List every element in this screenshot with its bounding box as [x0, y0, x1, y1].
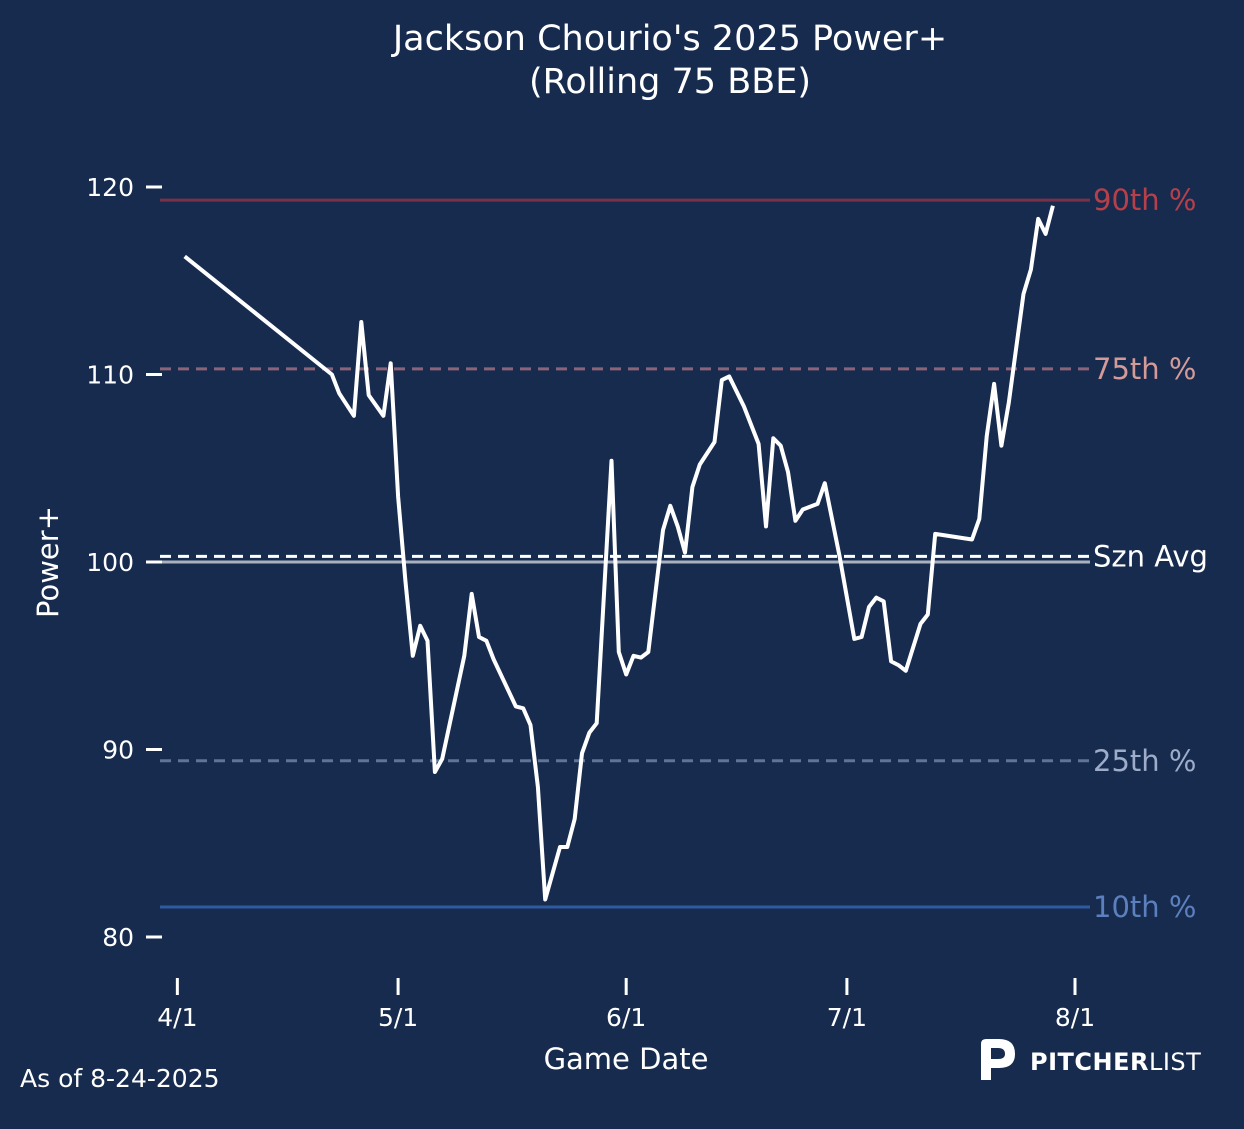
ref-label-75th: 75th % [1093, 352, 1196, 386]
y-axis: 80 90 100 110 120 [86, 173, 162, 952]
reference-lines: 90th % 75th % Szn Avg 25th % 10th % [160, 183, 1208, 924]
x-tick-label: 8/1 [1055, 1003, 1095, 1032]
y-tick-label: 80 [102, 923, 134, 952]
brand-bold: PITCHER [1030, 1048, 1149, 1076]
pitcherlist-logo: PITCHERLIST [981, 1039, 1201, 1080]
ref-label-25th: 25th % [1093, 744, 1196, 778]
x-tick-label: 5/1 [378, 1003, 418, 1032]
y-tick-label: 90 [102, 736, 134, 765]
x-tick-label: 7/1 [827, 1003, 867, 1032]
series-group [183, 205, 1055, 902]
power-plus-series-line [183, 205, 1055, 902]
brand-light: LIST [1149, 1048, 1201, 1076]
ref-label-10th: 10th % [1093, 890, 1196, 924]
x-tick-label: 6/1 [606, 1003, 646, 1032]
pitcherlist-logo-icon [981, 1039, 1015, 1080]
y-axis-label: Power+ [31, 506, 65, 618]
y-tick-label: 120 [86, 173, 134, 202]
pitcherlist-logo-text: PITCHERLIST [1030, 1048, 1201, 1076]
y-tick-label: 110 [86, 361, 134, 390]
x-axis: 4/1 5/1 6/1 7/1 8/1 [157, 978, 1095, 1032]
ref-label-szn-avg: Szn Avg [1093, 539, 1208, 573]
x-tick-label: 4/1 [157, 1003, 197, 1032]
as-of-date: As of 8-24-2025 [20, 1064, 220, 1093]
y-tick-label: 100 [86, 548, 134, 577]
ref-label-90th: 90th % [1093, 183, 1196, 217]
x-axis-label: Game Date [544, 1042, 709, 1076]
chart-subtitle: (Rolling 75 BBE) [529, 62, 811, 102]
chart-title: Jackson Chourio's 2025 Power+ [391, 19, 947, 59]
